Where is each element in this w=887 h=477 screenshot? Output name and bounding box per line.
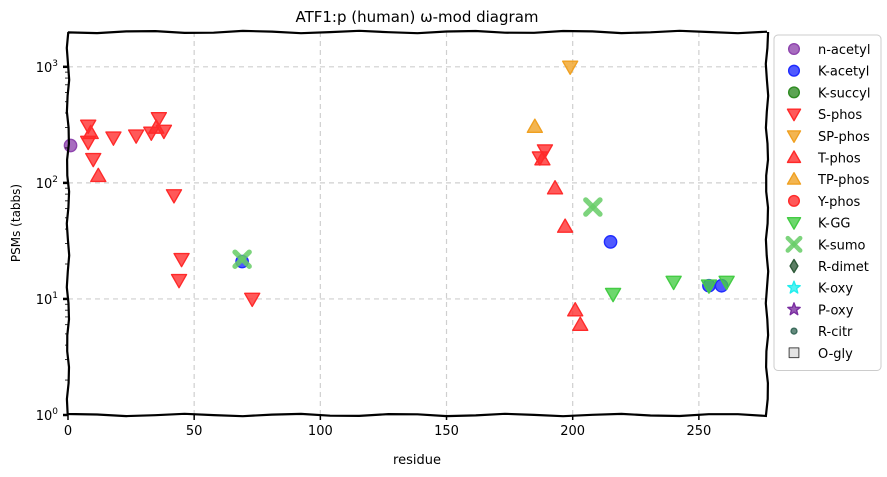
data-point-s-phos: [150, 111, 168, 127]
data-point-n-acetyl: [63, 138, 78, 153]
x-axis-label: residue: [393, 453, 441, 468]
legend-label: P-oxy: [818, 303, 854, 318]
gridlines: [68, 32, 767, 415]
legend-marker: [786, 171, 802, 185]
data-point-s-phos: [105, 131, 122, 146]
legend-box: [773, 34, 882, 371]
data-point-k-sumo: [583, 197, 603, 217]
data-points: [63, 60, 735, 332]
data-point-s-phos: [165, 189, 183, 204]
y-tick-label: 100: [36, 407, 59, 424]
y-axis-label: PSMs (tabbs): [9, 184, 23, 262]
legend-marker: [786, 130, 802, 144]
data-point-t-phos: [556, 218, 574, 233]
legend-label: R-dimet: [818, 260, 869, 275]
legend-marker: [787, 86, 801, 99]
data-point-t-phos: [546, 179, 564, 195]
data-point-k-gg: [604, 287, 622, 303]
legend-marker: [787, 302, 801, 316]
data-point-t-phos: [82, 124, 99, 140]
chart-title: ATF1:p (human) ω-mod diagram: [296, 8, 539, 26]
legend-label: K-sumo: [818, 238, 866, 253]
x-tick-label: 200: [560, 424, 585, 439]
data-point-k-gg: [718, 275, 735, 291]
data-point-s-phos: [244, 292, 261, 308]
legend-marker: [785, 235, 803, 253]
legend-label: O-gly: [818, 347, 853, 362]
y-axis-ticks: 100 101 102 103: [36, 59, 68, 424]
data-point-k-gg: [700, 279, 718, 294]
legend-label: T-phos: [817, 152, 861, 167]
data-point-t-phos: [567, 301, 584, 317]
x-tick-label: 50: [186, 424, 203, 439]
y-tick-label: 103: [36, 59, 58, 76]
legend-label: R-citr: [818, 325, 853, 340]
y-tick-label: 102: [36, 175, 58, 192]
data-point-t-phos: [534, 150, 551, 166]
data-point-t-phos: [572, 316, 589, 332]
legend-label: Y-phos: [817, 195, 861, 210]
plot-frame: [65, 29, 770, 418]
x-axis-ticks: 0 50 100 150 200 250: [64, 415, 711, 439]
legend-label: n-acetyl: [818, 43, 870, 58]
data-point-s-phos: [536, 144, 554, 159]
x-tick-label: 0: [64, 424, 72, 439]
legend: n-acetyl K-acetyl K-succyl S-phos SP-phos T-p…: [773, 34, 882, 371]
legend-label: TP-phos: [817, 173, 870, 188]
data-point-t-phos: [148, 119, 165, 134]
data-point-k-gg: [665, 275, 682, 291]
data-point-sp-phos: [561, 60, 579, 76]
legend-marker: [787, 64, 801, 77]
legend-label: SP-phos: [818, 130, 870, 145]
legend-marker: [786, 217, 802, 230]
legend-label: K-acetyl: [818, 65, 869, 80]
x-tick-label: 250: [686, 424, 711, 439]
data-point-k-acetyl: [603, 235, 618, 249]
data-point-k-sumo: [232, 249, 252, 269]
data-point-s-phos: [127, 129, 145, 144]
legend-marker: [789, 258, 799, 274]
data-point-s-phos: [85, 152, 102, 168]
legend-marker: [787, 194, 801, 207]
legend-label: S-phos: [818, 108, 862, 123]
data-point-s-phos: [173, 252, 190, 268]
x-tick-label: 150: [434, 424, 459, 439]
legend-marker: [786, 150, 802, 164]
legend-label: K-oxy: [818, 282, 853, 297]
legend-marker: [788, 347, 800, 359]
legend-label: K-GG: [818, 217, 850, 232]
legend-marker: [787, 42, 801, 56]
legend-marker: [787, 280, 801, 294]
legend-label: K-succyl: [818, 86, 870, 101]
data-point-t-phos: [90, 167, 107, 183]
x-tick-label: 100: [308, 424, 333, 439]
y-tick-label: 101: [36, 291, 58, 308]
legend-marker: [790, 327, 798, 335]
legend-marker: [786, 108, 802, 122]
data-point-tp-phos: [526, 118, 544, 133]
data-point-s-phos: [170, 273, 188, 289]
